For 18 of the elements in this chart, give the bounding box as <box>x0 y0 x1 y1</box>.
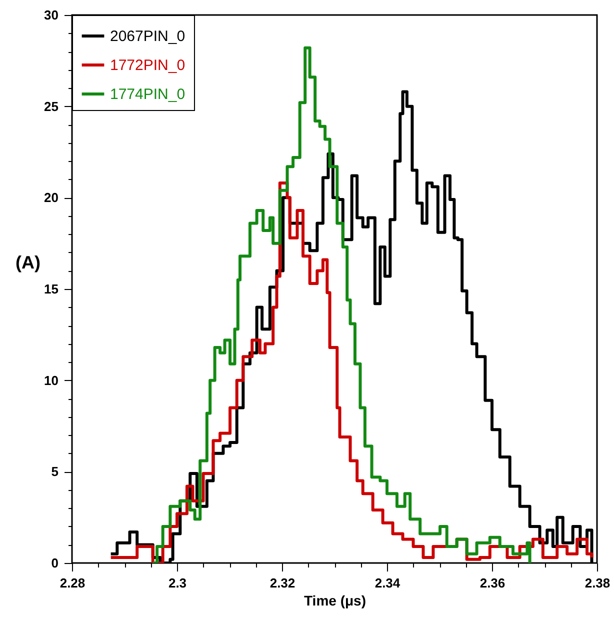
y-tick-label: 5 <box>51 464 58 480</box>
x-tick-label: 2.38 <box>584 576 610 590</box>
legend-label: 1774PIN_0 <box>110 86 186 103</box>
y-tick-label: 30 <box>44 8 58 22</box>
legend-label: 1772PIN_0 <box>110 57 186 74</box>
y-tick-label: 25 <box>44 98 58 114</box>
x-tick-label: 2.3 <box>168 576 187 590</box>
x-tick-label: 2.34 <box>374 576 401 590</box>
x-tick-label: 2.32 <box>270 576 296 590</box>
x-tick-label: 2.36 <box>480 576 506 590</box>
x-tick-label: 2.28 <box>60 576 86 590</box>
y-tick-label: 15 <box>44 282 58 296</box>
y-tick-label: 20 <box>44 190 58 206</box>
y-tick-label: 10 <box>44 372 58 388</box>
x-axis-title: Time (μs) <box>304 592 366 608</box>
y-tick-label: 0 <box>51 556 58 570</box>
y-axis-title: (A) <box>16 252 40 272</box>
legend-label: 2067PIN_0 <box>110 28 186 45</box>
